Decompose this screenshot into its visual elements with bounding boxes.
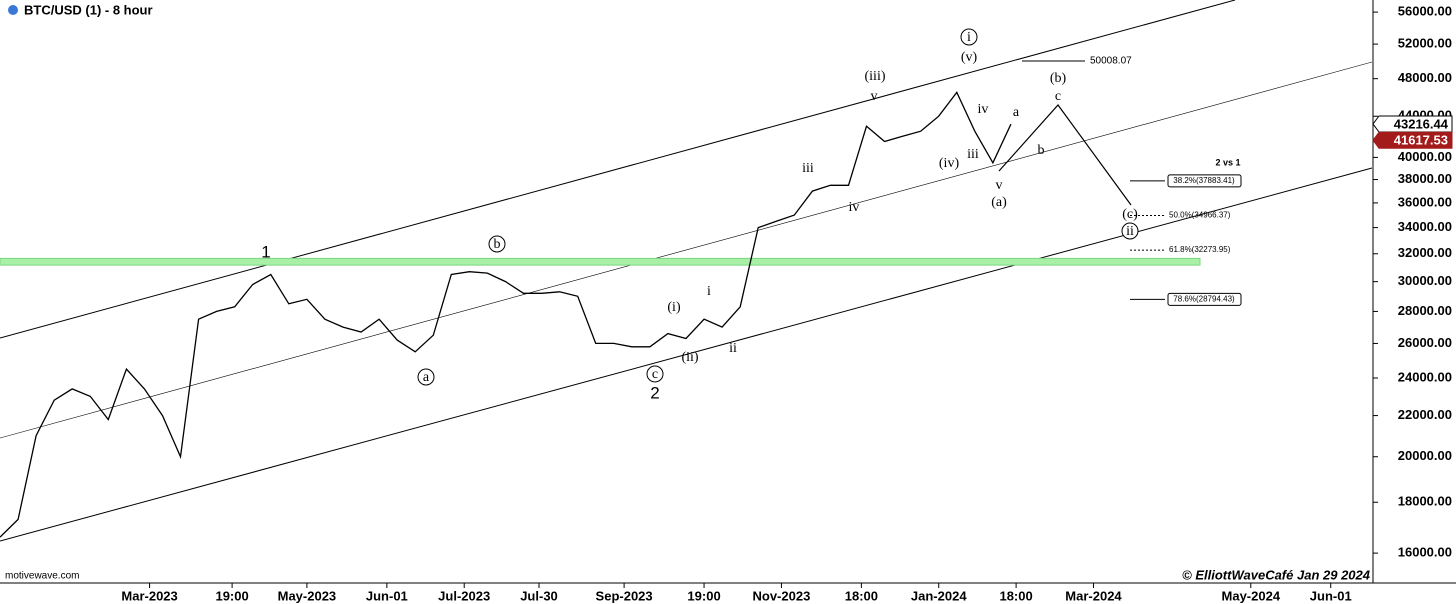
y-tick-label: 40000.00 [1398,149,1452,164]
wave-label: iii [967,147,979,162]
x-tick-label: Mar-2023 [121,588,177,603]
wave-label: v [871,89,878,104]
channel-upper [0,0,1236,339]
y-tick-label: 24000.00 [1398,369,1452,384]
price-tag-label: 43216.44 [1394,116,1449,131]
wave-label: a [1013,105,1020,120]
wave-label: 1 [261,242,270,261]
wave-circle [488,235,506,253]
y-tick-label: 30000.00 [1398,273,1452,288]
x-tick-label: 18:00 [845,588,878,603]
fib-box [1167,292,1242,306]
y-tick-label: 36000.00 [1398,194,1452,209]
chart-title: BTC/USD (1) - 8 hour [24,2,153,17]
y-tick-label: 18000.00 [1398,494,1452,509]
wave-label: (c) [1122,207,1138,222]
fib-label: 38.2%(37883.41) [1173,176,1235,185]
wave-label: (iv) [939,156,960,171]
wave-label: i [967,30,971,45]
source: motivewave.com [5,571,79,582]
y-tick-label: 16000.00 [1398,545,1452,560]
x-tick-label: Nov-2023 [753,588,811,603]
fib-label: 61.8%(32273.95) [1169,245,1231,254]
y-tick-label: 52000.00 [1398,36,1452,51]
x-tick-label: Jun-01 [366,588,408,603]
wave-label: (i) [667,300,681,315]
wave-label: iv [978,102,989,117]
title-dot [8,5,18,15]
wave-label: c [1055,89,1061,104]
wave-circle [1121,222,1139,240]
level-label: 50008.07 [1090,56,1132,67]
wave-label: (iii) [865,69,886,84]
wave-label: (a) [991,195,1007,210]
wave-circle [960,28,978,46]
wave-label: (b) [1050,71,1067,86]
fib-label: 50.0%(34966.37) [1169,211,1231,220]
x-tick-label: 19:00 [687,588,720,603]
wave-label: ii [1126,224,1134,239]
wave-circle [646,365,664,383]
y-tick-label: 28000.00 [1398,303,1452,318]
x-tick-label: Jun-01 [1310,588,1352,603]
wave-label: iii [802,161,814,176]
wave-label: 2 [650,383,659,402]
price-tag [1372,115,1453,133]
wave-label: b [494,237,501,252]
x-tick-label: Jul-2023 [438,588,490,603]
fib-label: 78.6%(28794.43) [1173,294,1235,303]
wave-label: iv [849,200,860,215]
wave-label: b [1038,143,1045,158]
wave-label: a [423,370,430,385]
wave-label: v [996,178,1003,193]
wave-label: ii [729,341,737,356]
support-zone [0,257,1201,266]
wave-label: c [652,367,658,382]
y-tick-label: 34000.00 [1398,219,1452,234]
x-tick-label: May-2024 [1222,588,1281,603]
y-tick-label: 22000.00 [1398,407,1452,422]
wave-label: i [707,284,711,299]
y-tick-label: 38000.00 [1398,171,1452,186]
wave-label: (v) [961,50,978,65]
price-tag-label: 41617.53 [1394,133,1448,148]
price-line [0,91,1012,538]
fib-title: 2 vs 1 [1215,157,1240,167]
fib-box [1167,174,1242,188]
channel-lower [0,167,1373,542]
y-tick-label: 56000.00 [1398,4,1452,19]
x-tick-label: May-2023 [278,588,337,603]
x-tick-label: 18:00 [999,588,1032,603]
price-tag [1372,131,1453,149]
y-tick-label: 20000.00 [1398,448,1452,463]
x-tick-label: Mar-2024 [1065,588,1122,603]
credit: © ElliottWaveCafé Jan 29 2024 [1182,567,1371,582]
y-tick-label: 32000.00 [1398,245,1452,260]
x-tick-label: Jan-2024 [911,588,967,603]
x-tick-label: Sep-2023 [596,588,653,603]
wave-label: (ii) [681,350,698,365]
wave-circle [417,368,435,386]
y-tick-label: 48000.00 [1398,70,1452,85]
x-tick-label: 19:00 [215,588,248,603]
channel-middle [0,61,1373,439]
x-tick-label: Jul-30 [520,588,558,603]
projection-path [998,104,1132,206]
y-tick-label: 26000.00 [1398,335,1452,350]
